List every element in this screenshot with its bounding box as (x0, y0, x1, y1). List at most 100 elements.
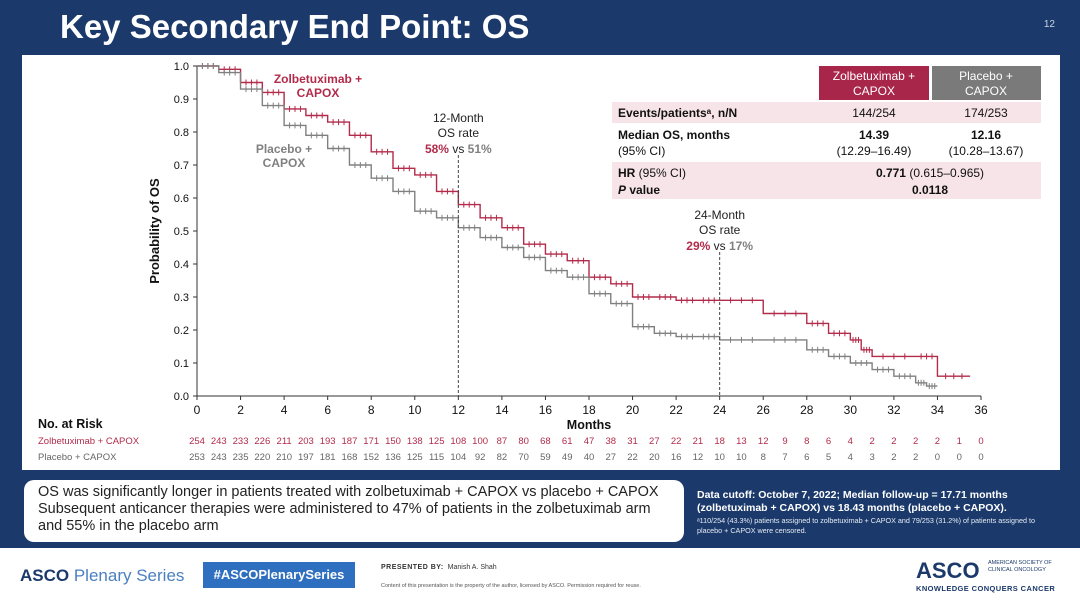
x-tick-label: 20 (626, 403, 640, 417)
stats-table: Zolbetuximab + CAPOX Placebo + CAPOX Eve… (612, 66, 1041, 199)
landmark-rates: 58% vs 51% (425, 142, 492, 156)
risk-count: 2 (913, 452, 918, 463)
summary-line-1: OS was significantly longer in patients … (38, 484, 659, 500)
risk-count: 2 (891, 452, 896, 463)
risk-count: 2 (913, 436, 918, 447)
risk-count: 187 (342, 436, 358, 447)
x-tick-label: 6 (324, 403, 331, 417)
risk-count: 2 (935, 436, 940, 447)
risk-count: 1 (957, 436, 962, 447)
y-tick-label: 0.3 (174, 292, 189, 304)
risk-count: 210 (276, 452, 292, 463)
risk-count: 203 (298, 436, 314, 447)
x-tick-label: 18 (582, 403, 596, 417)
events-row-bg (612, 102, 1041, 123)
hr-value: 0.771 (0.615–0.965) (876, 166, 984, 180)
p-label: P value (618, 183, 660, 197)
y-tick-label: 0.5 (174, 226, 189, 238)
y-tick-label: 0.1 (174, 358, 189, 370)
x-axis-title: Months (567, 418, 611, 432)
header-placebo-line1: Placebo + (959, 69, 1013, 83)
risk-count: 12 (693, 452, 704, 463)
risk-count: 104 (450, 452, 466, 463)
events-label: Events/patientsᵃ, n/N (618, 106, 737, 120)
risk-count: 9 (782, 436, 787, 447)
x-tick-label: 30 (844, 403, 858, 417)
risk-table-title: No. at Risk (38, 417, 103, 431)
median-label: Median OS, months (618, 128, 730, 142)
risk-count: 168 (342, 452, 358, 463)
risk-count: 150 (385, 436, 401, 447)
risk-count: 70 (518, 452, 529, 463)
p-value: 0.0118 (912, 183, 948, 197)
risk-count: 136 (385, 452, 401, 463)
landmark-subtitle: OS rate (438, 126, 480, 140)
landmark-title: 12-Month (433, 111, 484, 125)
risk-count: 18 (714, 436, 725, 447)
risk-count: 233 (233, 436, 249, 447)
asco-plenary-logo: ASCO Plenary Series (20, 566, 185, 585)
ci-label: (95% CI) (618, 144, 665, 158)
hr-label: HR (95% CI) (618, 166, 686, 180)
risk-count: 0 (978, 436, 983, 447)
landmark-subtitle: OS rate (699, 223, 741, 237)
data-cutoff: Data cutoff: October 7, 2022; Median fol… (697, 489, 1008, 514)
header-zolbe-bg (819, 66, 929, 100)
y-tick-label: 0.6 (174, 193, 189, 205)
risk-row-label-zolbe: Zolbetuximab + CAPOX (38, 436, 140, 447)
x-tick-label: 22 (669, 403, 683, 417)
km-chart: 0 2 4 6 8 10 12 14 16 18 20 22 24 26 28 30 32 34 360.00.10… (38, 61, 1041, 463)
x-tick-label: 24 (713, 403, 727, 417)
risk-count: 21 (693, 436, 704, 447)
risk-count: 31 (627, 436, 638, 447)
risk-count: 0 (935, 452, 940, 463)
asco-tagline: KNOWLEDGE CONQUERS CANCER (916, 584, 1056, 593)
landmark-rates: 29% vs 17% (686, 239, 753, 253)
risk-count: 4 (848, 452, 853, 463)
copyright-notice: Content of this presentation is the prop… (381, 583, 641, 589)
risk-count: 13 (736, 436, 747, 447)
risk-count: 100 (472, 436, 488, 447)
risk-count: 22 (627, 452, 638, 463)
risk-count: 2 (869, 436, 874, 447)
risk-count: 68 (540, 436, 551, 447)
risk-count: 108 (450, 436, 466, 447)
x-tick-label: 28 (800, 403, 814, 417)
events-placebo: 174/253 (964, 106, 1008, 120)
x-tick-label: 36 (974, 403, 988, 417)
asco-society-name: AMERICAN SOCIETY OF CLINICAL ONCOLOGY (988, 560, 1052, 573)
risk-count: 59 (540, 452, 551, 463)
risk-count: 235 (233, 452, 249, 463)
y-tick-label: 0.0 (174, 391, 189, 403)
placebo-curve-label-2: CAPOX (263, 156, 306, 170)
zolbe-curve-label-1: Zolbetuximab + (274, 72, 362, 86)
events-zolbe: 144/254 (852, 106, 896, 120)
risk-count: 27 (649, 436, 660, 447)
y-tick-label: 0.8 (174, 127, 189, 139)
ci-placebo: (10.28–13.67) (949, 144, 1024, 158)
header-zolbe-line2: CAPOX (853, 84, 895, 98)
risk-count: 220 (254, 452, 270, 463)
risk-count: 92 (475, 452, 486, 463)
risk-count: 0 (978, 452, 983, 463)
risk-count: 254 (189, 436, 205, 447)
footnote: ᵃ110/254 (43.3%) patients assigned to zo… (697, 516, 1035, 535)
hashtag-badge: #ASCOPlenarySeries (203, 562, 355, 588)
risk-count: 211 (277, 436, 292, 447)
y-tick-label: 0.2 (174, 325, 189, 337)
risk-count: 47 (584, 436, 595, 447)
landmark-title: 24-Month (694, 208, 745, 222)
risk-count: 40 (584, 452, 595, 463)
risk-count: 253 (189, 452, 205, 463)
y-tick-label: 1.0 (174, 61, 189, 73)
y-tick-label: 0.9 (174, 94, 189, 106)
risk-count: 38 (605, 436, 616, 447)
x-tick-label: 34 (931, 403, 945, 417)
x-tick-label: 12 (452, 403, 466, 417)
risk-count: 125 (429, 436, 445, 447)
risk-count: 8 (761, 452, 766, 463)
risk-count: 16 (671, 452, 682, 463)
header-placebo-line2: CAPOX (965, 84, 1007, 98)
risk-count: 125 (407, 452, 423, 463)
x-tick-label: 26 (757, 403, 771, 417)
